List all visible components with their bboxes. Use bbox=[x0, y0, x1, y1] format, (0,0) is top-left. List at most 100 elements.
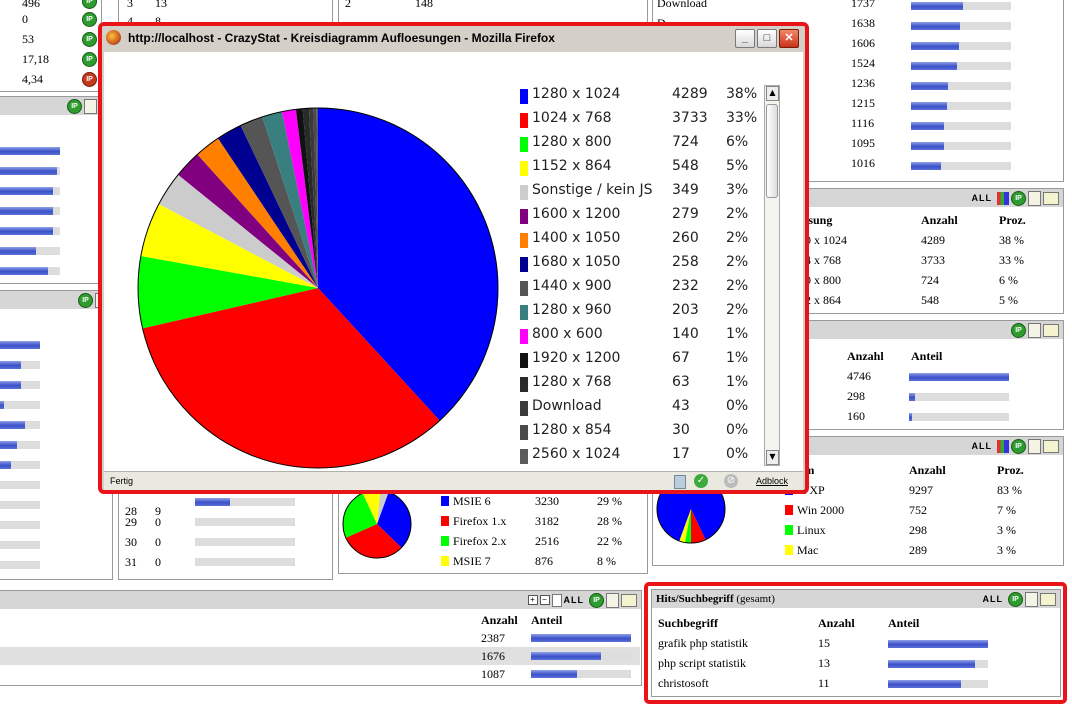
resolution-pie-slice bbox=[218, 125, 318, 288]
all-link[interactable]: ALL bbox=[563, 595, 584, 605]
search-term-cell[interactable]: christosoft bbox=[658, 676, 709, 690]
os-name: Mac bbox=[785, 543, 818, 558]
popup-titlebar[interactable]: http://localhost - CrazyStat - Kreisdiag… bbox=[102, 26, 805, 50]
scroll-thumb[interactable] bbox=[766, 104, 778, 198]
maximize-button[interactable]: □ bbox=[757, 29, 777, 48]
share-bar bbox=[0, 481, 40, 489]
days-panel: 28 9 29 0 30 0 31 0 bbox=[118, 486, 333, 580]
resolution-pie-slice bbox=[142, 288, 440, 469]
count-cell: 4289 bbox=[921, 233, 945, 247]
legend-count: 279 bbox=[672, 206, 699, 222]
share-bar bbox=[0, 207, 60, 215]
chart-icon[interactable] bbox=[997, 439, 1009, 453]
share-bar bbox=[0, 167, 60, 175]
refresh-icon[interactable] bbox=[1025, 591, 1038, 607]
search-term-cell[interactable]: grafik php statistik bbox=[658, 636, 748, 650]
close-button[interactable]: ✕ bbox=[779, 29, 799, 48]
legend-label: 1280 x 768 bbox=[532, 374, 612, 390]
day-cell: 30 bbox=[125, 535, 137, 549]
ip-icon[interactable]: IP bbox=[82, 0, 97, 9]
legend-percent: 2% bbox=[726, 302, 749, 318]
calendar-icon[interactable] bbox=[621, 593, 637, 607]
refresh-icon[interactable] bbox=[1028, 438, 1041, 454]
resolution-pie-slice bbox=[318, 108, 499, 421]
panel-subtitle: (gesamt) bbox=[736, 593, 775, 605]
legend-item: Sonstige / kein JS 349 3% bbox=[520, 182, 760, 202]
resolution-pie-slice bbox=[140, 204, 318, 288]
browser-name: MSIE 6 bbox=[441, 494, 491, 509]
minimize-button[interactable]: _ bbox=[735, 29, 755, 48]
share-bar bbox=[911, 42, 1011, 50]
value-cell: 53 bbox=[22, 32, 34, 46]
calendar-icon[interactable] bbox=[1043, 439, 1059, 453]
calendar-icon[interactable] bbox=[1043, 191, 1059, 205]
resolution-pie-slice bbox=[313, 108, 318, 288]
popup-window[interactable]: http://localhost - CrazyStat - Kreisdiag… bbox=[98, 22, 809, 494]
scroll-up-arrow[interactable]: ▲ bbox=[766, 86, 779, 101]
check-icon[interactable]: ✓ bbox=[694, 474, 708, 488]
browser-pie-slice bbox=[377, 490, 389, 524]
all-link[interactable]: ALL bbox=[982, 594, 1003, 604]
all-link[interactable]: ALL bbox=[971, 441, 992, 451]
percent-cell: 28 % bbox=[597, 514, 622, 528]
ip-icon[interactable]: IP bbox=[589, 592, 604, 608]
legend-label: 1440 x 900 bbox=[532, 278, 612, 294]
refresh-icon[interactable] bbox=[1028, 190, 1041, 206]
ip-icon[interactable]: IP bbox=[67, 98, 82, 114]
legend-count: 30 bbox=[672, 422, 690, 438]
legend-swatch bbox=[520, 89, 528, 104]
expand-icon[interactable]: + bbox=[527, 595, 538, 605]
legend-count: 140 bbox=[672, 326, 699, 342]
adblock-link[interactable]: Adblock bbox=[756, 476, 789, 486]
legend-count: 63 bbox=[672, 374, 690, 390]
ip-icon[interactable]: IP bbox=[1011, 438, 1026, 454]
refresh-icon[interactable] bbox=[1028, 322, 1041, 338]
share-bar bbox=[911, 122, 1011, 130]
count-cell: 1116 bbox=[851, 116, 875, 130]
legend-percent: 1% bbox=[726, 326, 749, 342]
ip-icon[interactable]: IP bbox=[82, 12, 97, 27]
ip-icon[interactable]: IP bbox=[82, 72, 97, 87]
refresh-icon[interactable] bbox=[84, 98, 97, 114]
col-header-count: Anzahl bbox=[909, 463, 946, 477]
legend-percent: 0% bbox=[726, 398, 749, 414]
value-cell: 17,18 bbox=[22, 52, 49, 66]
search-term-cell[interactable]: php script statistik bbox=[658, 656, 746, 670]
browser-name: Firefox 1.x bbox=[441, 514, 506, 529]
ip-icon[interactable]: IP bbox=[82, 32, 97, 47]
ip-icon[interactable]: IP bbox=[1008, 591, 1023, 607]
ip-icon[interactable]: IP bbox=[82, 52, 97, 67]
resolution-pie-slice bbox=[316, 108, 318, 288]
weekday-panel: 2 148 bbox=[338, 0, 648, 26]
resolution-pie-slice bbox=[262, 111, 318, 288]
calendar-icon[interactable] bbox=[1040, 592, 1056, 606]
chart-icon[interactable] bbox=[997, 191, 1009, 205]
legend-count: 17 bbox=[672, 446, 690, 462]
share-bar bbox=[911, 82, 1011, 90]
referrer-panel: + − ALL IP Anzahl Anteil 2387 1676 1087 bbox=[0, 590, 642, 686]
legend-percent: 6% bbox=[726, 134, 749, 150]
col-header-percent: Proz. bbox=[999, 213, 1026, 227]
calendar-icon[interactable] bbox=[1043, 323, 1059, 337]
legend-swatch bbox=[520, 233, 528, 248]
block-icon[interactable]: ⊘ bbox=[724, 474, 738, 488]
day-cell: 29 bbox=[125, 515, 137, 529]
scroll-down-arrow[interactable]: ▼ bbox=[766, 450, 779, 465]
resolution-pie-slice bbox=[302, 108, 318, 288]
table-row-highlight[interactable] bbox=[0, 647, 640, 665]
collapse-icon[interactable]: − bbox=[539, 595, 550, 605]
count-cell: 13 bbox=[818, 656, 830, 670]
legend-swatch bbox=[520, 377, 528, 392]
legend-count: 260 bbox=[672, 230, 699, 246]
resolution-cell: 80 x 1024 bbox=[799, 233, 847, 247]
vertical-scrollbar[interactable]: ▲ ▼ bbox=[764, 85, 780, 466]
page-icon[interactable] bbox=[674, 475, 686, 489]
percent-cell: 3 % bbox=[997, 543, 1016, 557]
browser-name: Firefox 2.x bbox=[441, 534, 506, 549]
ip-icon[interactable]: IP bbox=[78, 292, 93, 308]
refresh-icon[interactable] bbox=[606, 592, 619, 608]
ip-icon[interactable]: IP bbox=[1011, 322, 1026, 338]
ip-icon[interactable]: IP bbox=[1011, 190, 1026, 206]
page-icon[interactable] bbox=[551, 593, 562, 607]
all-link[interactable]: ALL bbox=[971, 193, 992, 203]
